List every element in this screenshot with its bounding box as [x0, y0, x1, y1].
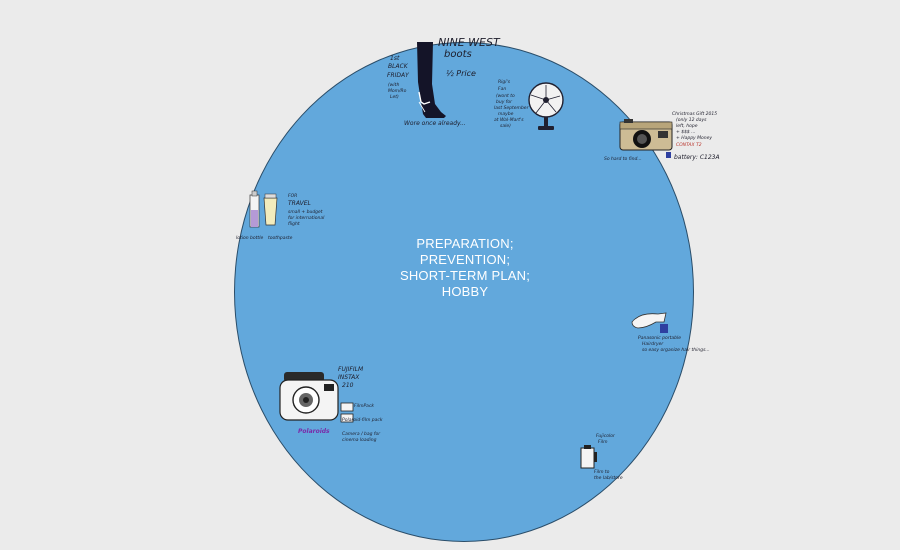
topic-circle: [234, 42, 694, 542]
fan-note-1: Rigi's: [498, 80, 511, 85]
fan-note-7: at Wal-Mart's: [494, 118, 524, 123]
hairdryer-sketch: Panasonic portable Hairdryer so easy org…: [628, 306, 728, 356]
camera-note-1: Christmas Gift 2015: [672, 112, 718, 117]
travel-line-2: TRAVEL: [288, 200, 311, 207]
hairdryer-icon: [631, 312, 668, 333]
instax-polaroids-label: Polaroids: [298, 428, 330, 435]
film-canister-sketch: Fujicolor Film Film to the lab/store: [576, 430, 636, 492]
boots-tag-6: Let): [390, 95, 399, 100]
boots-tag-4: (with: [388, 83, 400, 88]
instax-brand-1: FUJIFILM: [338, 366, 364, 373]
instax-film-note-2: Polaroid-film pack: [342, 418, 383, 423]
fan-note-5: last September: [494, 106, 529, 111]
toiletries-icon: [249, 190, 278, 228]
travel-line-1: FOR: [288, 194, 298, 199]
center-line-2: PREVENTION;: [419, 252, 511, 267]
fan-icon: [528, 82, 564, 130]
travel-toiletries-sketch: FOR TRAVEL small + budget for internatio…: [232, 188, 324, 248]
camera-note-4: + $$$ ...: [676, 130, 696, 135]
hairdryer-note-1: Panasonic portable: [638, 336, 682, 341]
camera-note-5: + Happy Money: [676, 136, 713, 141]
boots-price: ½ Price: [446, 69, 476, 78]
instax-icon: [279, 372, 339, 421]
film-note-1: Fujicolor: [596, 434, 615, 439]
instax-brand-3: 210: [342, 382, 354, 389]
travel-line-4: for international: [288, 216, 325, 221]
instax-case-note-1: Camera / bag for: [342, 432, 381, 437]
boots-tag-2: BLACK: [388, 63, 408, 70]
boots-tag-1: 1st: [390, 55, 400, 62]
boots-brand-1: NINE WEST: [438, 36, 500, 49]
camera-note-3: left, hope: [676, 124, 698, 129]
fan-note-6: maybe: [498, 112, 514, 117]
travel-line-5: flight: [288, 222, 300, 227]
film-canister-icon: [580, 445, 597, 469]
film-pack-icon: [340, 402, 354, 423]
fan-note-2: Fan: [498, 87, 507, 92]
camera-note-2: (only 12 days: [676, 118, 707, 123]
camera-left-note: So hard to find...: [604, 157, 642, 162]
camera-battery: battery: C123A: [674, 154, 720, 161]
travel-label-right: toothpaste: [268, 236, 293, 241]
instax-case-note-2: cinema loading: [342, 438, 377, 443]
travel-label-left: lotion bottle: [236, 236, 264, 241]
hairdryer-note-2: Hairdryer: [642, 342, 664, 347]
boots-sketch: NINE WEST boots ½ Price 1st BLACK FRIDAY…: [386, 37, 500, 132]
instax-film-note: FilmPack: [354, 404, 375, 409]
boots-brand-2: boots: [444, 49, 472, 60]
fan-note-8: sale): [500, 124, 511, 129]
center-line-3: SHORT-TERM PLAN;: [399, 268, 531, 283]
film-note-3: Film to: [594, 470, 610, 475]
boots-tag-3: FRIDAY: [387, 72, 409, 79]
center-line-1: PREPARATION;: [416, 236, 514, 251]
travel-line-3: small + budget: [288, 210, 323, 215]
boots-caption: Wore once already...: [404, 120, 466, 127]
camera-icon: [619, 119, 673, 151]
instax-camera-sketch: FUJIFILM INSTAX 210 FilmPack Polaroid-fi…: [278, 362, 388, 448]
battery-icon: [666, 152, 671, 158]
boots-tag-5: Mom/Ro: [388, 89, 407, 94]
camera-note-6: CONTAX T2: [676, 143, 702, 148]
instax-brand-2: INSTAX: [338, 374, 360, 381]
central-topic-label: PREPARATION; PREVENTION; SHORT-TERM PLAN…: [300, 236, 630, 300]
fan-sketch: Rigi's Fan (wont to buy for last Septemb…: [492, 78, 572, 144]
fan-note-4: buy for: [496, 100, 512, 105]
center-line-4: HOBBY: [441, 284, 489, 299]
contax-camera-sketch: Christmas Gift 2015 (only 12 days left, …: [604, 108, 734, 174]
hairdryer-note-3: so easy organize hair things...: [642, 348, 710, 353]
film-note-2: Film: [598, 440, 608, 445]
film-note-4: the lab/store: [594, 476, 623, 481]
fan-note-3: (wont to: [496, 94, 515, 99]
boot-icon: [417, 42, 446, 118]
